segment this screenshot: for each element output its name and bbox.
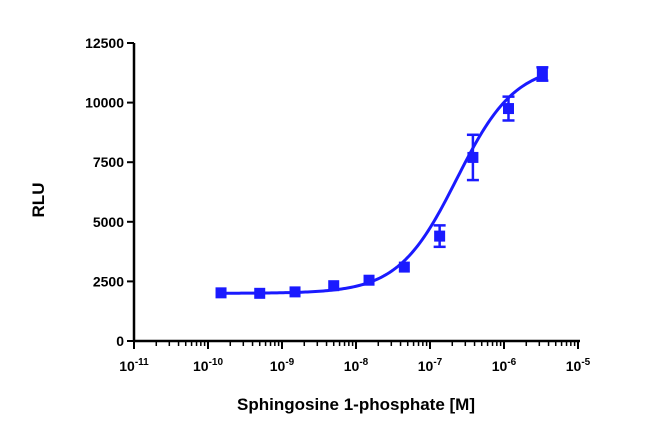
data-point xyxy=(502,103,514,115)
data-point xyxy=(536,68,548,80)
x-tick-label: 10-7 xyxy=(418,357,443,374)
y-axis-title: RLU xyxy=(29,183,48,218)
axes xyxy=(132,43,580,343)
tick-labels: 0 2500 5000 7500 10000 12500 10-11 10-10 10-9 10-… xyxy=(85,35,591,374)
data-point xyxy=(328,280,340,292)
x-tick-label: 10-5 xyxy=(566,357,591,374)
y-tick-label: 5000 xyxy=(93,214,124,230)
y-tick-label: 12500 xyxy=(85,35,124,51)
x-tick-label: 10-6 xyxy=(492,357,517,374)
fit-curve xyxy=(221,74,543,295)
axis-ticks xyxy=(127,42,579,349)
data-point xyxy=(467,151,479,163)
y-tick-label: 7500 xyxy=(93,154,124,170)
x-tick-label: 10-9 xyxy=(270,357,295,374)
data-point xyxy=(398,261,410,273)
data-point xyxy=(254,287,266,299)
data-point xyxy=(434,230,446,242)
y-tick-label: 10000 xyxy=(85,95,124,111)
y-tick-label: 0 xyxy=(116,333,124,349)
x-tick-label: 10-10 xyxy=(193,357,223,374)
fit-curve-layer xyxy=(221,74,543,295)
x-axis-title: Sphingosine 1-phosphate [M] xyxy=(237,395,475,414)
data-point xyxy=(289,286,301,298)
x-tick-label: 10-8 xyxy=(344,357,369,374)
data-point xyxy=(363,274,375,286)
y-tick-label: 2500 xyxy=(93,273,124,289)
error-bars xyxy=(433,66,549,249)
data-points xyxy=(215,68,548,299)
x-tick-label: 10-11 xyxy=(119,357,149,374)
data-point xyxy=(215,287,227,299)
